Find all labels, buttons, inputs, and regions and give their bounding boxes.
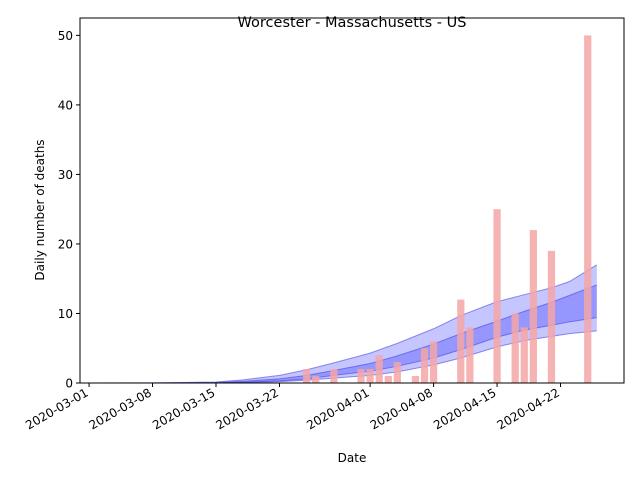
x-tick-label: 2020-03-15	[150, 385, 217, 432]
x-tick-label: 2020-03-08	[87, 385, 154, 432]
x-tick-label: 2020-04-01	[304, 385, 371, 432]
chart-title: Worcester - Massachusetts - US	[238, 15, 467, 31]
bar	[330, 369, 338, 383]
inner-high-line	[89, 284, 597, 384]
y-tick-label: 50	[58, 29, 73, 43]
bar	[303, 369, 311, 383]
y-tick-label: 0	[65, 377, 73, 391]
plot-frame	[79, 17, 625, 384]
y-tick-label: 30	[58, 168, 73, 182]
y-axis-ticks: 0 10 20 30 40 50	[58, 29, 80, 391]
x-tick-label: 2020-04-08	[368, 385, 435, 432]
bar	[466, 327, 474, 383]
bar	[393, 362, 401, 383]
bar	[493, 209, 501, 383]
bar	[457, 299, 465, 383]
bar	[357, 369, 365, 383]
y-tick-label: 40	[58, 98, 73, 112]
x-tick-label: 2020-04-22	[495, 385, 562, 432]
bar	[366, 369, 374, 383]
x-tick-label: 2020-03-22	[214, 385, 281, 432]
bar	[312, 376, 320, 383]
bar	[529, 230, 537, 383]
bar	[384, 376, 392, 383]
y-tick-label: 20	[58, 237, 73, 251]
axes	[79, 17, 625, 384]
x-tick-label: 2020-03-01	[23, 385, 90, 432]
bar	[411, 376, 420, 383]
bar	[520, 327, 528, 383]
bar	[375, 355, 383, 383]
y-tick-label: 10	[58, 307, 73, 321]
bar	[429, 341, 438, 383]
x-axis-ticks: 2020-03-012020-03-082020-03-152020-03-22…	[23, 383, 562, 432]
bar	[511, 313, 519, 383]
outer-high-line	[89, 264, 598, 384]
bar	[420, 348, 429, 383]
x-tick-label: 2020-04-15	[431, 385, 498, 432]
bar	[584, 35, 592, 383]
x-axis-label: Date	[338, 451, 367, 465]
bar	[547, 250, 556, 383]
y-axis-label: Daily number of deaths	[33, 139, 47, 280]
bar-series	[303, 35, 592, 383]
